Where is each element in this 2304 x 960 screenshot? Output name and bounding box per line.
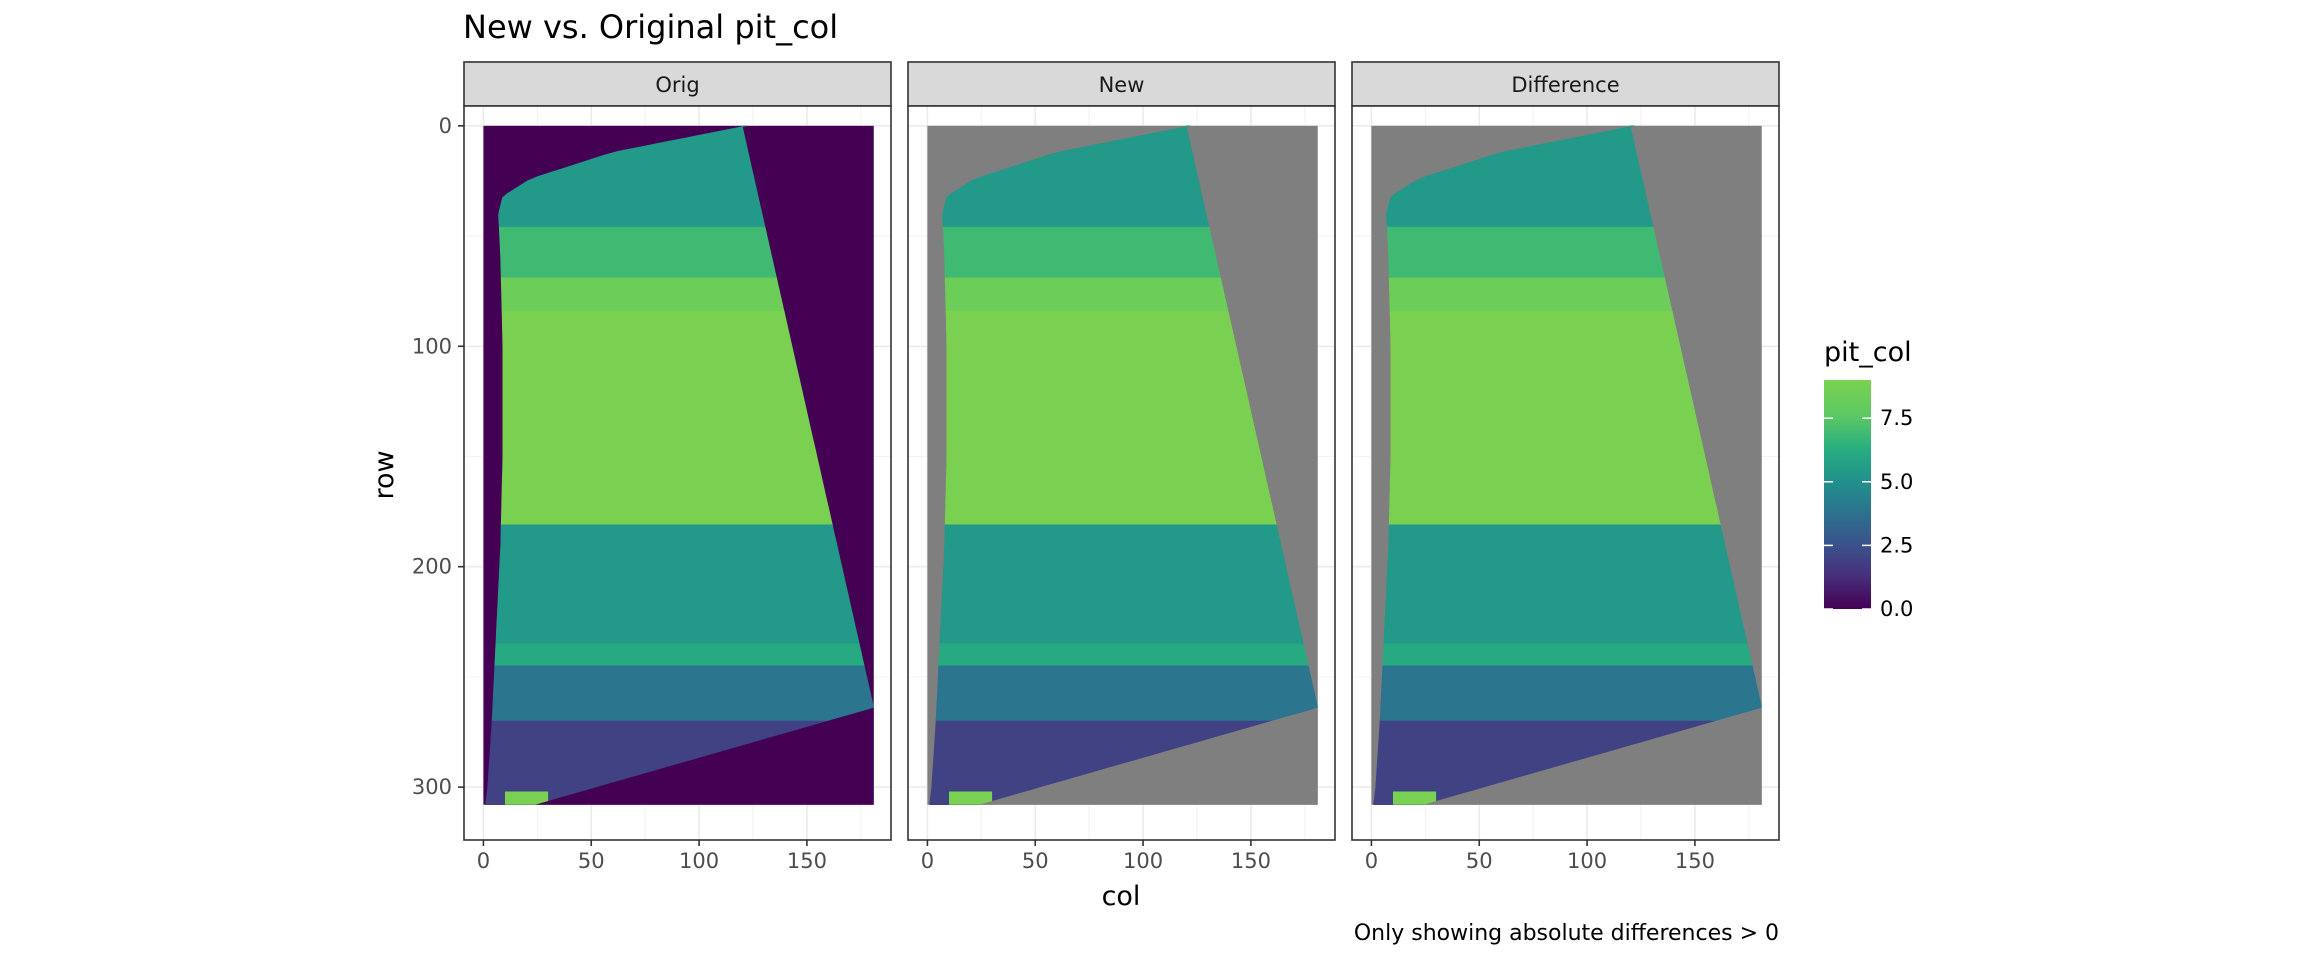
panel-border: [463, 105, 892, 841]
x-tick-label: 0: [1365, 849, 1378, 873]
panel-border: [1351, 105, 1780, 841]
value-patch: [948, 791, 993, 805]
y-tick-label: 100: [412, 334, 452, 358]
legend-tick-label: 0.0: [1880, 597, 1913, 621]
value-band: [491, 665, 874, 722]
facet-strip: [463, 61, 892, 107]
value-band: [944, 310, 1277, 526]
panel-difference: Difference 0 50 100 150: [1351, 61, 1780, 873]
facet-strip: [907, 61, 1336, 107]
y-tick-label: 0: [439, 114, 452, 138]
x-tick-label: 0: [921, 849, 934, 873]
value-patch: [1392, 791, 1437, 805]
panel-border: [907, 105, 1336, 841]
caption: Only showing absolute differences > 0: [1354, 921, 1779, 946]
value-band: [498, 226, 777, 279]
panel-orig: Orig 0 50 100 150 0 100 200 300: [412, 61, 892, 873]
legend-tick-label: 5.0: [1880, 470, 1913, 494]
y-tick-label: 200: [412, 555, 452, 579]
facet-strip: [1351, 61, 1780, 107]
value-band: [942, 226, 1221, 279]
value-band: [1386, 226, 1665, 279]
value-band: [938, 643, 1309, 667]
panel-new: New 0 50 100 150: [907, 61, 1336, 873]
value-band: [1388, 310, 1721, 526]
x-tick-label: 100: [1567, 849, 1607, 873]
value-band: [1382, 643, 1753, 667]
value-band: [494, 643, 865, 667]
value-band: [1379, 665, 1762, 722]
x-tick-label: 0: [477, 849, 490, 873]
x-tick-label: 150: [1231, 849, 1271, 873]
raster-region: [929, 125, 1318, 806]
y-axis-label: row: [369, 450, 400, 499]
colorbar: [1824, 380, 1871, 609]
raster-region: [1373, 125, 1762, 806]
raster-outside-wedge: [535, 707, 874, 805]
legend-tick-label: 7.5: [1880, 406, 1913, 430]
value-band: [1388, 277, 1673, 312]
legend-title: pit_col: [1824, 337, 1912, 368]
value-patch: [504, 791, 549, 805]
x-tick-label: 150: [787, 849, 827, 873]
value-band: [944, 277, 1229, 312]
x-tick-label: 100: [679, 849, 719, 873]
legend-ticks: 0.0 2.5 5.0 7.5: [1824, 406, 1913, 621]
x-tick-label: 150: [1675, 849, 1715, 873]
y-tick-label: 300: [412, 775, 452, 799]
value-band: [935, 665, 1318, 722]
value-band: [500, 310, 833, 526]
value-band: [495, 524, 860, 645]
facet-strip-label: Orig: [655, 73, 699, 97]
facet-strip-label: New: [1099, 73, 1145, 97]
chart-title: New vs. Original pit_col: [463, 8, 838, 46]
x-tick-label: 50: [578, 849, 605, 873]
x-axis-label: col: [1102, 881, 1141, 912]
raster-outside-wedge: [979, 707, 1318, 805]
value-band: [1383, 524, 1748, 645]
raster-region: [485, 125, 874, 806]
legend: pit_col 0.0 2.5 5.0 7.5: [1824, 337, 1913, 621]
x-tick-label: 50: [1022, 849, 1049, 873]
raster-outside-wedge: [1423, 707, 1762, 805]
facet-strip-label: Difference: [1511, 73, 1619, 97]
value-band: [500, 277, 785, 312]
legend-tick-label: 2.5: [1880, 533, 1913, 557]
value-band: [939, 524, 1304, 645]
x-tick-label: 50: [1466, 849, 1493, 873]
x-tick-label: 100: [1123, 849, 1163, 873]
